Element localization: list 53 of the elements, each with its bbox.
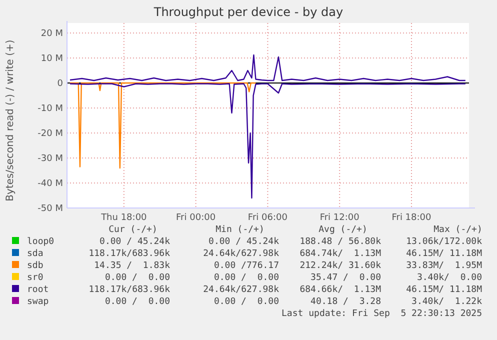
text: 684.66k/ 1.13M bbox=[300, 285, 382, 295]
legend-label: root bbox=[27, 285, 49, 295]
y-axis-title: Bytes/second read (-) / write (+) bbox=[5, 40, 16, 202]
text: 0.00 / 0.00 bbox=[214, 273, 279, 283]
text: 0.00 / 0.00 bbox=[214, 297, 279, 307]
text: 118.17k/683.96k bbox=[88, 285, 171, 295]
text: 14.35 / 1.83k bbox=[94, 261, 171, 271]
y-tick-label: -10 M bbox=[38, 104, 63, 114]
text: 33.83M/ 1.95M bbox=[406, 261, 483, 271]
text: Avg (-/+) bbox=[318, 225, 368, 235]
text: 0.00 /776.17 bbox=[214, 261, 279, 271]
y-tick-label: 0 bbox=[57, 79, 64, 89]
text: 212.24k/ 31.60k bbox=[300, 261, 382, 271]
legend-label: swap bbox=[27, 297, 49, 307]
text: 188.48 / 56.80k bbox=[300, 237, 382, 247]
text: 46.15M/ 11.18M bbox=[406, 285, 483, 295]
text: 0.00 / 45.24k bbox=[100, 237, 171, 247]
x-tick-label: Fri 06:00 bbox=[248, 213, 288, 223]
text: Cur (-/+) bbox=[108, 225, 158, 235]
y-tick-label: 10 M bbox=[40, 54, 63, 64]
x-tick-label: Fri 12:00 bbox=[320, 213, 360, 223]
text: 35.47 / 0.00 bbox=[310, 273, 381, 283]
text: 3.40k/ 0.00 bbox=[416, 273, 482, 283]
y-tick-label: -30 M bbox=[38, 154, 63, 164]
legend-label: sr0 bbox=[27, 273, 44, 283]
line-series bbox=[69, 54, 466, 82]
y-tick-label: -50 M bbox=[38, 204, 63, 214]
text: 13.06k/172.00k bbox=[406, 237, 483, 247]
text: Last update: Fri Sep 5 22:30:13 2025 bbox=[282, 309, 482, 319]
text: 684.74k/ 1.13M bbox=[300, 249, 382, 259]
legend-label: sda bbox=[27, 249, 44, 259]
text: 0.00 / 45.24k bbox=[208, 237, 280, 247]
text: 40.18 / 3.28 bbox=[310, 297, 381, 307]
text: 24.64k/627.98k bbox=[203, 249, 280, 259]
x-tick-label: Fri 18:00 bbox=[392, 213, 432, 223]
legend-label: loop0 bbox=[27, 237, 54, 247]
y-tick-label: -20 M bbox=[38, 129, 63, 139]
text: Min (-/+) bbox=[216, 225, 264, 235]
legend-label: sdb bbox=[27, 261, 44, 271]
text: 118.17k/683.96k bbox=[88, 249, 171, 259]
y-tick-label: 20 M bbox=[40, 29, 63, 39]
line-series bbox=[69, 82, 256, 169]
y-tick-label: -40 M bbox=[38, 179, 63, 189]
text: Max (-/+) bbox=[434, 225, 482, 235]
text: 0.00 / 0.00 bbox=[104, 273, 170, 283]
text: 46.15M/ 11.18M bbox=[406, 249, 483, 259]
x-tick-label: Thu 18:00 bbox=[100, 213, 148, 223]
text: 0.00 / 0.00 bbox=[104, 297, 170, 307]
line-series bbox=[69, 83, 466, 199]
text: 3.40k/ 1.22k bbox=[412, 297, 483, 307]
chart-title: Throughput per device - by day bbox=[152, 5, 344, 19]
text: 24.64k/627.98k bbox=[203, 285, 280, 295]
x-tick-label: Fri 00:00 bbox=[176, 213, 216, 223]
